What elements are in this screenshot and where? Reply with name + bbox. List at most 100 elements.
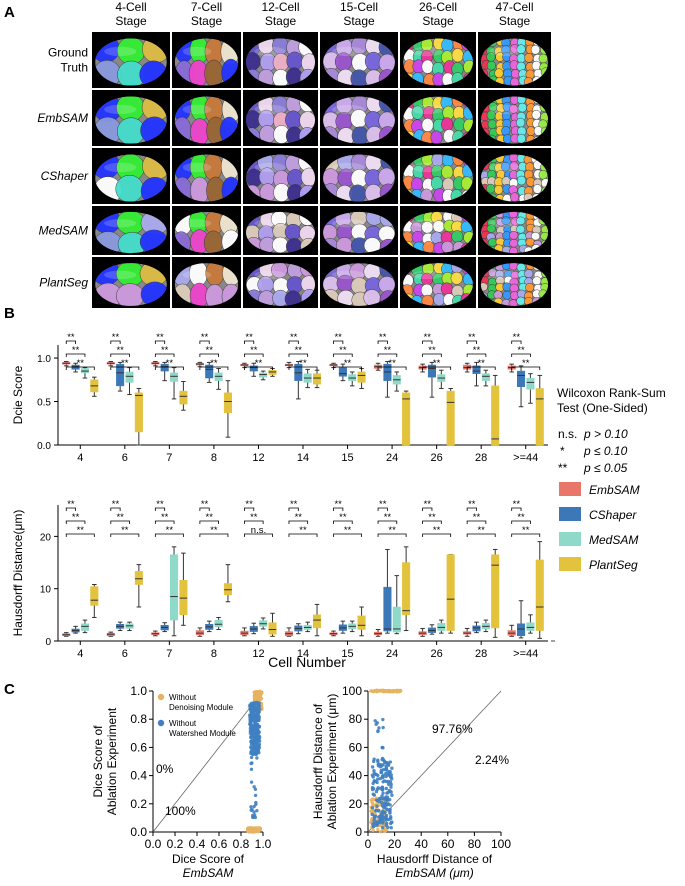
embryo-image-r3-c5 [400, 148, 476, 204]
scatter-point [370, 773, 375, 777]
sig-bracket-dice-4-0 [244, 340, 255, 344]
scatter-point [381, 768, 386, 772]
box-dice-cshaper-7 [383, 361, 392, 398]
scatter-point [372, 821, 377, 826]
box-dice-plantseg-5 [312, 369, 322, 389]
ytick-label-hausdorff_ablation-1: 20 [349, 797, 363, 811]
scatter-point [253, 705, 258, 710]
scatter-point [254, 802, 258, 807]
scatter-point [251, 714, 256, 719]
scatter-point [391, 688, 395, 693]
sig-label-dice-4-2: ** [255, 358, 263, 369]
sig-label-hausdorff-8-2: ** [433, 525, 441, 536]
ytick-label-dice_ablation-3: 0.6 [130, 740, 147, 754]
scatter-point [380, 774, 385, 779]
scatter-point [370, 765, 375, 769]
row-label-5-line-1: PlantSeg [39, 276, 88, 290]
scatter-point [390, 766, 394, 770]
box-dice-embsam-1 [106, 361, 115, 367]
xtick-label-hausdorff-5: 14 [297, 648, 309, 660]
scatter-point [389, 816, 393, 821]
box-hausdorff-medsam-3 [214, 616, 223, 630]
embryo-image-r5-c3 [243, 257, 318, 308]
box-hausdorff-cshaper-5 [294, 623, 303, 635]
scatter-point [384, 774, 388, 779]
box-hausdorff-cshaper-2 [160, 622, 169, 633]
box-dice-plantseg-10 [535, 374, 544, 446]
embryo-image-r1-c6 [478, 32, 551, 88]
scatter-point [381, 746, 385, 750]
sig-label-dice-0-2: ** [77, 358, 85, 369]
box-hausdorff-medsam-0 [80, 619, 89, 634]
embryo-image-r1-c3 [243, 32, 318, 88]
xlabel-hausdorff_ablation-line-1: Hausdorff Distance of [377, 852, 493, 866]
box-dice-cshaper-1 [116, 361, 125, 392]
row-label-1-line-1: Ground [48, 46, 88, 60]
sig-bracket-hausdorff-7-1 [377, 520, 398, 524]
box-dice-plantseg-6 [357, 367, 366, 389]
ytick-label-hausdorff_ablation-5: 100 [342, 684, 362, 698]
sig-label-hausdorff-3-2: ** [210, 525, 218, 536]
xtick-label-dice-2: 7 [166, 452, 172, 464]
scatter-point [381, 763, 385, 767]
scatter-point [387, 797, 392, 802]
row-label-4-line-1: MedSAM [39, 224, 88, 238]
scatter-point [253, 691, 258, 696]
box-hausdorff-plantseg-4 [268, 612, 277, 637]
scatter-point [378, 797, 383, 801]
sig-label-hausdorff-2-1: ** [161, 512, 169, 523]
sig-label-hausdorff-9-0: ** [468, 499, 476, 510]
scatter-point [255, 756, 259, 760]
box-hausdorff-medsam-6 [348, 620, 357, 633]
box-hausdorff-medsam-5 [303, 621, 312, 633]
xtick-label-hausdorff_ablation-2: 40 [415, 837, 429, 851]
scatter-point [385, 791, 389, 795]
scatter-point [249, 767, 254, 771]
scatter-point [249, 761, 253, 766]
xtick-label-dice_ablation-0: 0.0 [145, 837, 162, 851]
scatter-point [251, 815, 255, 820]
box-dice-plantseg-1 [134, 387, 143, 446]
xtick-label-dice-10: >=44 [513, 452, 538, 464]
panel-label-c: C [4, 681, 15, 698]
scatter-point [377, 799, 381, 804]
ytick-label-dice_ablation-0: 0.0 [130, 825, 147, 839]
legend-swatch-embsam [559, 482, 581, 496]
sig-bracket-hausdorff-3-1 [199, 520, 219, 524]
stage-title-6-line-2: Stage [499, 14, 531, 28]
legend-label-medsam: MedSAM [589, 533, 638, 547]
scatter-point [258, 826, 262, 830]
ytick-label-hausdorff-2: 20 [40, 532, 52, 543]
box-dice-plantseg-8 [446, 387, 455, 446]
sig-label-dice-0-0: ** [67, 332, 75, 343]
sig-bracket-hausdorff-3-2 [199, 533, 229, 537]
scatter-point [255, 808, 259, 813]
sig-label-hausdorff-8-0: ** [424, 499, 432, 510]
scatter-point [371, 689, 375, 694]
sig-bracket-dice-1-1 [110, 353, 130, 357]
scatter-point [252, 810, 256, 814]
stage-title-5-line-2: Stage [422, 14, 454, 28]
sig-label-hausdorff-6-2: ** [344, 525, 352, 536]
scatter-point [379, 813, 383, 817]
scatter-point [397, 689, 402, 694]
sig-2star-symbol: ** [558, 461, 568, 475]
scatter-point [252, 813, 257, 817]
sig-bracket-hausdorff-9-1 [466, 520, 487, 524]
sig-bracket-dice-4-2 [244, 366, 273, 370]
embryo-image-r4-c1 [92, 206, 170, 255]
scatter-point [379, 830, 383, 834]
box-hausdorff-plantseg-7 [402, 546, 411, 632]
scatter-point [385, 807, 389, 812]
scatter-point [383, 760, 387, 765]
sig-bracket-dice-3-0 [199, 340, 210, 344]
scatter-point [384, 689, 389, 694]
box-hausdorff-plantseg-3 [223, 564, 232, 603]
box-hausdorff-cshaper-3 [205, 620, 214, 633]
sig-bracket-hausdorff-5-0 [288, 507, 299, 511]
sig-bracket-dice-6-2 [333, 366, 362, 370]
embryo-image-r4-c3 [243, 206, 318, 255]
scatter-point [370, 812, 374, 817]
scatter-point [380, 803, 384, 808]
